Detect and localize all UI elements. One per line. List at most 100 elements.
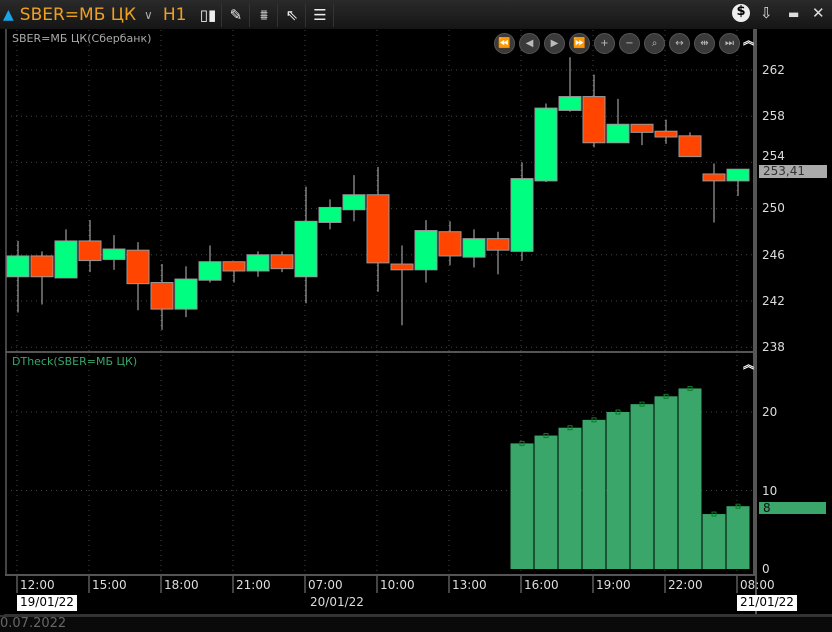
price-axis-label: 238 [762,340,785,354]
nav-button[interactable]: ⏪ [494,33,515,54]
collapse-price-icon[interactable]: ︽ [743,34,754,47]
candle-up [246,254,270,272]
time-axis-label: 12:00 [20,578,55,592]
indicator-bar [582,419,606,569]
chart-area[interactable] [5,29,755,575]
footer-date: 0.07.2022 [0,616,67,631]
nav-button[interactable]: ⇹ [694,33,715,54]
indicator-bar [702,514,726,569]
time-axis-label: 08:00 [740,578,775,592]
price-axis-label: 254 [762,149,785,163]
nav-button[interactable]: ↔ [669,33,690,54]
last-indicator-marker: 8 [759,502,826,514]
indicator-point [615,409,621,415]
time-axis-label: 07:00 [308,578,343,592]
date-label: 20/01/22 [310,595,364,609]
nav-button[interactable]: ◀ [519,33,540,54]
minimize-icon[interactable]: ▬ [788,7,800,21]
dom-icon[interactable]: ☰ [306,2,335,27]
candle-down [150,282,174,310]
price-axis-label: 262 [762,63,785,77]
indicator-axis-label: 20 [762,405,778,419]
candle-up [606,123,630,144]
indicator-bar [630,404,654,569]
price-axis-label: 246 [762,248,785,262]
candle-up [510,178,534,252]
indicator-bar [534,435,558,569]
nav-button[interactable]: ⌕ [644,33,665,54]
candle-up [102,248,126,260]
indicator-pane-title: DTheck(SBER=МБ ЦК) [12,355,138,368]
indicator-bar [654,396,678,569]
collapse-indicator-icon[interactable]: ︽ [743,358,754,371]
time-axis-label: 21:00 [236,578,271,592]
candle-down [702,173,726,182]
nav-button[interactable]: + [594,33,615,54]
candle-down [438,231,462,257]
time-axis-label: 16:00 [524,578,559,592]
indicator-bar [726,506,750,569]
price-axis-label: 250 [762,201,785,215]
price-axis-label: 258 [762,109,785,123]
indicator-icon[interactable]: ⩩ [250,2,279,27]
title-bar: ▲ SBER=МБ ЦК ∨ H1 ▯▮ ✎ ⩩ ⇖ ☰ $ ⇩ ▬ ✕ [0,0,832,29]
candle-down [366,194,390,264]
close-icon[interactable]: ✕ [812,4,825,22]
candle-down [270,254,294,270]
nav-button[interactable]: ⏩ [569,33,590,54]
last-price-marker: 253,41 [759,165,827,178]
time-axis-label: 10:00 [380,578,415,592]
candles-icon[interactable]: ▯▮ [194,2,223,27]
indicator-bar [606,412,630,569]
download-icon[interactable]: ⇩ [760,4,773,22]
indicator-point [567,425,573,431]
indicator-axis-label: 10 [762,484,778,498]
candle-up [174,278,198,310]
symbol-selector[interactable]: SBER=МБ ЦК [19,4,137,25]
nav-button[interactable]: ⏭ [719,33,740,54]
indicator-point [639,401,645,407]
candle-up [6,255,30,278]
date-label: 19/01/22 [17,595,77,611]
candle-down [30,255,54,278]
time-axis-label: 18:00 [164,578,199,592]
time-axis-label: 13:00 [452,578,487,592]
candle-down [78,240,102,262]
indicator-point [687,385,693,391]
indicator-point [591,417,597,423]
indicator-point [519,440,525,446]
indicator-axis-label: 0 [762,562,770,576]
candle-up [414,230,438,271]
candle-up [294,220,318,278]
indicator-point [543,433,549,439]
indicator-bar [678,388,702,569]
candle-down [222,261,246,272]
date-label: 21/01/22 [737,595,797,611]
price-pane-title: SBER=МБ ЦК(Сбербанк) [12,32,152,45]
chevron-down-icon[interactable]: ∨ [144,7,153,22]
indicator-bar [510,443,534,569]
nav-button[interactable]: ▶ [544,33,565,54]
indicator-point [711,511,717,517]
candle-up [726,168,750,182]
nav-button[interactable]: − [619,33,640,54]
candle-down [678,135,702,158]
candle-up [198,261,222,281]
cursor-icon[interactable]: ⇖ [278,2,307,27]
timeframe-selector[interactable]: H1 [162,4,187,25]
time-axis-label: 22:00 [668,578,703,592]
time-axis-label: 15:00 [92,578,127,592]
candle-down [582,96,606,144]
candle-down [630,123,654,133]
indicator-point [663,393,669,399]
candle-up [318,206,342,223]
candle-up [342,194,366,211]
candle-up [558,96,582,111]
candle-up [534,107,558,182]
price-axis-label: 242 [762,294,785,308]
candle-down [654,130,678,138]
indicator-bar [558,427,582,569]
dollar-icon[interactable]: $ [732,4,750,22]
pencil-icon[interactable]: ✎ [222,2,251,27]
